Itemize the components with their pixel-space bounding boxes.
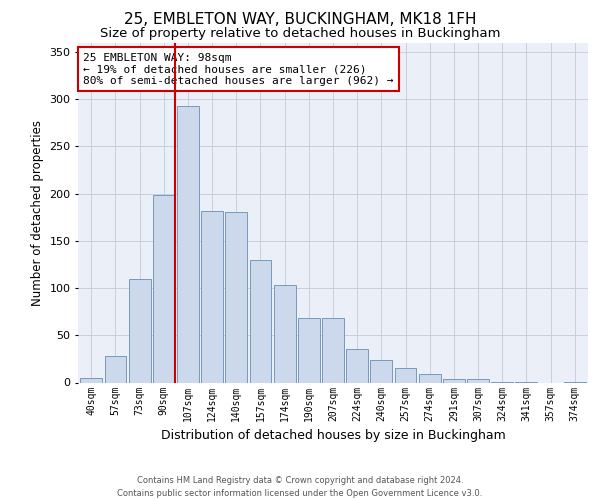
X-axis label: Distribution of detached houses by size in Buckingham: Distribution of detached houses by size …	[161, 429, 505, 442]
Bar	[201, 210, 223, 382]
Bar	[467, 378, 489, 382]
Bar	[419, 374, 440, 382]
Text: 25, EMBLETON WAY, BUCKINGHAM, MK18 1FH: 25, EMBLETON WAY, BUCKINGHAM, MK18 1FH	[124, 12, 476, 28]
Text: Contains HM Land Registry data © Crown copyright and database right 2024.
Contai: Contains HM Land Registry data © Crown c…	[118, 476, 482, 498]
Bar	[322, 318, 344, 382]
Bar	[346, 350, 368, 382]
Bar	[395, 368, 416, 382]
Bar	[250, 260, 271, 382]
Y-axis label: Number of detached properties: Number of detached properties	[31, 120, 44, 306]
Bar	[104, 356, 127, 382]
Text: Size of property relative to detached houses in Buckingham: Size of property relative to detached ho…	[100, 28, 500, 40]
Bar	[129, 278, 151, 382]
Bar	[274, 285, 296, 382]
Bar	[370, 360, 392, 382]
Bar	[226, 212, 247, 382]
Bar	[153, 196, 175, 382]
Text: 25 EMBLETON WAY: 98sqm
← 19% of detached houses are smaller (226)
80% of semi-de: 25 EMBLETON WAY: 98sqm ← 19% of detached…	[83, 52, 394, 86]
Bar	[298, 318, 320, 382]
Bar	[177, 106, 199, 382]
Bar	[443, 378, 465, 382]
Bar	[80, 378, 102, 382]
